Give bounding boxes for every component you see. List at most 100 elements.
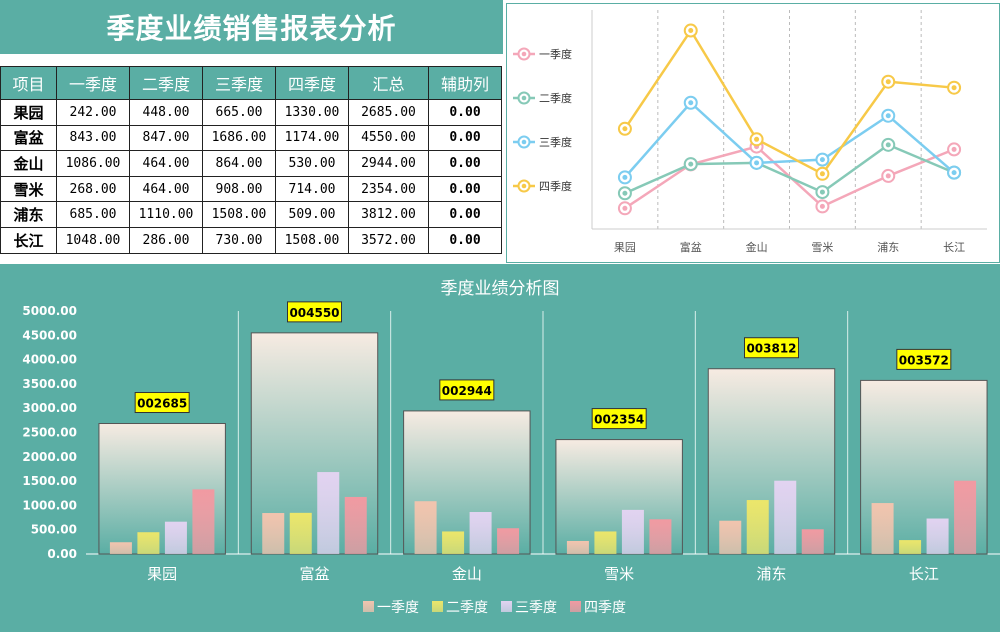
data-point-dot bbox=[622, 126, 628, 132]
y-tick-label: 1500.00 bbox=[22, 474, 77, 488]
data-point-dot bbox=[622, 205, 628, 211]
page-title: 季度业绩销售报表分析 bbox=[0, 0, 503, 54]
cell-q1: 268.00 bbox=[56, 175, 130, 203]
header-q3: 三季度 bbox=[202, 66, 276, 100]
series-bar bbox=[469, 512, 492, 554]
data-point-dot bbox=[951, 146, 957, 152]
cell-total: 2685.00 bbox=[348, 99, 429, 126]
legend-swatch bbox=[363, 601, 374, 612]
x-tick-label: 浦东 bbox=[877, 241, 899, 254]
series-bar bbox=[801, 529, 824, 554]
series-bar bbox=[719, 520, 742, 554]
total-label: 004550 bbox=[289, 306, 339, 320]
y-tick-label: 4500.00 bbox=[22, 328, 77, 342]
header-q2: 二季度 bbox=[129, 66, 203, 100]
data-point-dot bbox=[885, 142, 891, 148]
series-bar bbox=[649, 519, 672, 554]
legend-label: 三季度 bbox=[515, 600, 557, 616]
cell-q2: 847.00 bbox=[129, 124, 203, 152]
x-tick-label: 浦东 bbox=[756, 565, 786, 583]
legend-label: 一季度 bbox=[377, 600, 419, 616]
data-point-dot bbox=[622, 190, 628, 196]
cell-q3: 1508.00 bbox=[202, 201, 276, 228]
legend-label: 二季度 bbox=[446, 600, 488, 616]
data-point-dot bbox=[622, 174, 628, 180]
x-tick-label: 果园 bbox=[614, 241, 636, 254]
cell-aux: 0.00 bbox=[428, 99, 502, 126]
cell-q3: 665.00 bbox=[202, 99, 276, 126]
y-tick-label: 500.00 bbox=[31, 523, 77, 537]
cell-total: 3812.00 bbox=[348, 201, 429, 228]
series-bar bbox=[109, 542, 132, 554]
series-line bbox=[624, 143, 955, 195]
cell-name: 富盆 bbox=[0, 124, 57, 152]
y-tick-label: 3000.00 bbox=[22, 401, 77, 415]
y-tick-label: 2000.00 bbox=[22, 450, 77, 464]
cell-q2: 286.00 bbox=[129, 226, 203, 254]
series-bar bbox=[317, 472, 340, 554]
cell-q4: 509.00 bbox=[275, 201, 349, 228]
series-bar bbox=[262, 513, 285, 554]
total-label: 003812 bbox=[746, 342, 796, 356]
y-tick-label: 3500.00 bbox=[22, 377, 77, 391]
series-bar bbox=[746, 500, 769, 554]
legend-label: 四季度 bbox=[539, 179, 572, 193]
legend-marker-dot bbox=[521, 183, 527, 189]
cell-q1: 1086.00 bbox=[56, 150, 130, 177]
header-aux: 辅助列 bbox=[428, 66, 502, 100]
header-q4: 四季度 bbox=[275, 66, 349, 100]
total-label: 002354 bbox=[594, 413, 644, 427]
cell-q1: 242.00 bbox=[56, 99, 130, 126]
cell-total: 2944.00 bbox=[348, 150, 429, 177]
cell-name: 果园 bbox=[0, 99, 57, 126]
table-row: 雪米 268.00 464.00 908.00 714.00 2354.00 0… bbox=[0, 175, 502, 203]
legend-swatch bbox=[501, 601, 512, 612]
cell-q1: 1048.00 bbox=[56, 226, 130, 254]
cell-total: 4550.00 bbox=[348, 124, 429, 152]
bar-chart-title: 季度业绩分析图 bbox=[440, 279, 560, 299]
y-tick-label: 2500.00 bbox=[22, 426, 77, 440]
x-tick-label: 富盆 bbox=[299, 565, 329, 583]
legend-marker-dot bbox=[521, 95, 527, 101]
legend-label: 三季度 bbox=[539, 135, 572, 149]
cell-q1: 843.00 bbox=[56, 124, 130, 152]
series-bar bbox=[192, 489, 215, 554]
x-tick-label: 长江 bbox=[909, 565, 939, 583]
series-bar bbox=[497, 528, 520, 554]
series-bar bbox=[137, 532, 160, 554]
x-tick-label: 雪米 bbox=[604, 565, 634, 583]
cell-aux: 0.00 bbox=[428, 201, 502, 228]
bar-chart-panel: 季度业绩分析图 0.00 500.00 1000.00 1500.00 2000.00 2… bbox=[0, 264, 1000, 632]
data-point-dot bbox=[688, 28, 694, 34]
header-q1: 一季度 bbox=[56, 66, 130, 100]
series-bar bbox=[871, 503, 894, 554]
series-bar bbox=[774, 480, 797, 554]
legend-marker-dot bbox=[521, 139, 527, 145]
data-point-dot bbox=[819, 189, 825, 195]
cell-name: 金山 bbox=[0, 150, 57, 177]
series-line bbox=[623, 28, 955, 176]
cell-q4: 530.00 bbox=[275, 150, 349, 177]
y-tick-label: 5000.00 bbox=[22, 304, 77, 318]
cell-name: 长江 bbox=[0, 226, 57, 254]
sales-table: 项目 一季度 二季度 三季度 四季度 汇总 辅助列 果园 242.00 448.… bbox=[0, 66, 502, 254]
table-row: 果园 242.00 448.00 665.00 1330.00 2685.00 … bbox=[0, 99, 502, 126]
cell-name: 浦东 bbox=[0, 201, 57, 228]
data-point-dot bbox=[951, 85, 957, 91]
total-label-box bbox=[287, 301, 342, 323]
series-bar bbox=[621, 509, 644, 554]
total-label: 002685 bbox=[137, 397, 187, 411]
series-bar bbox=[442, 531, 465, 554]
cell-total: 3572.00 bbox=[348, 226, 429, 254]
data-point-dot bbox=[754, 136, 760, 142]
series-bar bbox=[594, 531, 617, 554]
legend-swatch bbox=[432, 601, 443, 612]
series-bar bbox=[414, 501, 437, 554]
header-total: 汇总 bbox=[348, 66, 429, 100]
table-row: 富盆 843.00 847.00 1686.00 1174.00 4550.00… bbox=[0, 124, 502, 152]
cell-aux: 0.00 bbox=[428, 226, 502, 254]
y-tick-label: 1000.00 bbox=[22, 498, 77, 512]
total-label-box bbox=[896, 348, 952, 370]
data-point-dot bbox=[819, 203, 825, 209]
